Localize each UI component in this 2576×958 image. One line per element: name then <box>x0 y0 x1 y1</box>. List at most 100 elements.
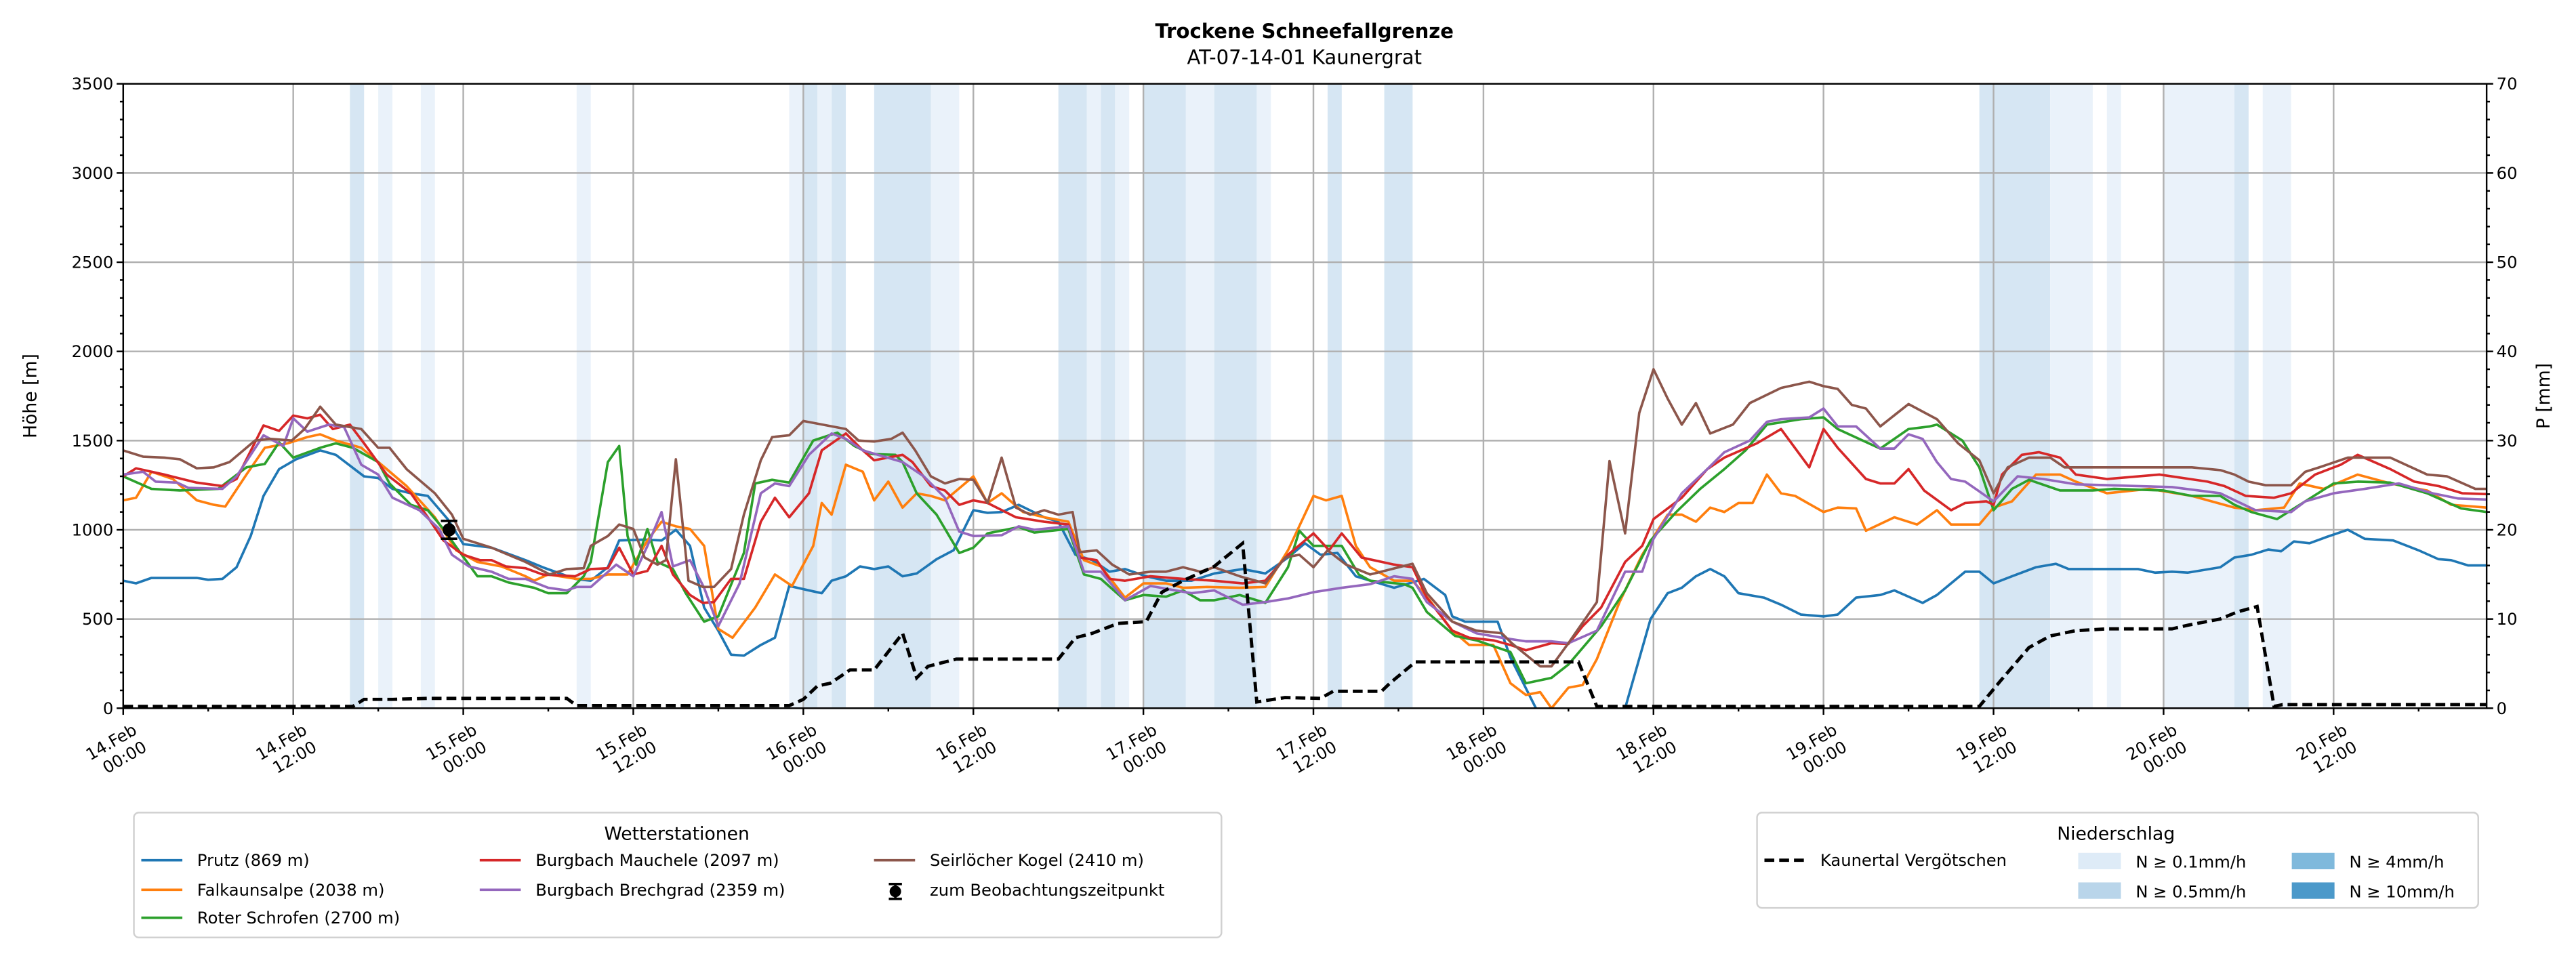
precip-band <box>931 83 960 709</box>
legend-precip: Niederschlag Kaunertal Vergötschen N ≥ 0.… <box>1756 812 2479 909</box>
legend-item-precip-line: Kaunertal Vergötschen <box>1764 850 2007 870</box>
precip-band <box>2163 83 2234 709</box>
y-right-tick-label: 40 <box>2497 341 2518 361</box>
precip-band <box>1101 83 1116 709</box>
y-axis-right-label: P [mm] <box>2533 363 2554 429</box>
legend-swatch <box>2291 882 2335 899</box>
y-tick-label: 1500 <box>72 431 114 451</box>
precip-band <box>1058 83 1087 709</box>
series-line-3 <box>123 413 2487 652</box>
legend-item-station: Prutz (869 m) <box>141 850 310 870</box>
precip-band <box>2262 83 2291 709</box>
precip-band <box>2234 83 2249 709</box>
legend-swatch <box>2078 882 2121 899</box>
y-tick-label: 1000 <box>72 520 114 539</box>
axes: 0 500 1000 1500 2000 2500 3000 3500 0 10 20 30 40 50 6… <box>72 74 2518 777</box>
legend-item-precip-class: N ≥ 4mm/h <box>2291 852 2444 872</box>
legend-item-station: Roter Schrofen (2700 m) <box>141 908 400 928</box>
plot-frame <box>122 83 2488 709</box>
legend-label: Seirlöcher Kogel (2410 m) <box>930 850 1144 870</box>
precip-band <box>350 83 365 709</box>
precip-band <box>832 83 846 709</box>
legend-label: Prutz (869 m) <box>197 850 310 870</box>
precip-band <box>1327 83 1342 709</box>
precip-band <box>2106 83 2121 709</box>
legend-label: Falkaunsalpe (2038 m) <box>197 880 385 900</box>
precipitation-line <box>123 540 2487 709</box>
legend-item-station: Seirlöcher Kogel (2410 m) <box>874 850 1144 870</box>
chart-subtitle: AT-07-14-01 Kaunergrat <box>1187 46 1422 69</box>
legend-label: Burgbach Mauchele (2097 m) <box>535 850 779 870</box>
station-lines <box>123 368 2487 709</box>
precip-band <box>1979 83 2051 709</box>
y-axis-label: Höhe [m] <box>20 354 41 438</box>
y-right-tick-label: 50 <box>2497 253 2518 272</box>
observation-marker <box>441 520 457 540</box>
y-right-tick-label: 20 <box>2497 520 2518 539</box>
precip-band <box>576 83 591 709</box>
y-tick-label: 3000 <box>72 163 114 183</box>
legend-stations: Wetterstationen Prutz (869 m) Falkaunsalp… <box>133 812 1223 938</box>
y-right-tick-label: 0 <box>2497 699 2507 718</box>
series-line-0 <box>123 449 2487 709</box>
y-right-tick-label: 70 <box>2497 74 2518 93</box>
precip-band <box>817 83 832 709</box>
precip-band <box>1185 83 1214 709</box>
legend-item-precip-class: N ≥ 10mm/h <box>2291 881 2455 901</box>
series-line-1 <box>123 433 2487 709</box>
precip-band <box>2050 83 2093 709</box>
series-line-2 <box>123 416 2487 685</box>
precip-band <box>1143 83 1186 709</box>
legend-label: Burgbach Brechgrad (2359 m) <box>535 880 785 900</box>
legend-label: zum Beobachtungszeitpunkt <box>930 880 1164 900</box>
y-tick-label: 3500 <box>72 74 114 93</box>
y-tick-label: 0 <box>103 699 113 718</box>
precip-dashed-line <box>123 540 2487 709</box>
precip-band <box>789 83 804 709</box>
legend-item-station: Burgbach Brechgrad (2359 m) <box>479 880 785 900</box>
legend-label: N ≥ 4mm/h <box>2349 852 2444 872</box>
legend-label: N ≥ 10mm/h <box>2349 881 2454 901</box>
y-tick-label: 2000 <box>72 341 114 361</box>
series-line-5 <box>123 368 2487 668</box>
legend-label: N ≥ 0.1mm/h <box>2135 852 2246 872</box>
y-tick-label: 500 <box>82 609 113 629</box>
chart-title: Trockene Schneefallgrenze <box>1156 20 1454 43</box>
precipitation-bands <box>350 83 2291 709</box>
legend-precip-title: Niederschlag <box>2057 823 2175 844</box>
y-right-tick-label: 30 <box>2497 431 2518 451</box>
gridlines <box>122 83 2487 709</box>
legend-item-precip-class: N ≥ 0.1mm/h <box>2078 852 2246 872</box>
precip-band <box>378 83 393 709</box>
legend-stations-title: Wetterstationen <box>605 823 750 844</box>
precip-band <box>1384 83 1413 709</box>
legend-label: Kaunertal Vergötschen <box>1820 850 2007 870</box>
y-tick-label: 2500 <box>72 253 114 272</box>
legend-label: N ≥ 0.5mm/h <box>2135 881 2246 901</box>
legend-item-station: Burgbach Mauchele (2097 m) <box>479 850 779 870</box>
y-right-tick-label: 60 <box>2497 163 2518 183</box>
observation-point <box>442 523 456 537</box>
series-line-4 <box>123 407 2487 645</box>
legend-swatch <box>2291 852 2335 870</box>
y-right-tick-label: 10 <box>2497 609 2518 629</box>
legend-label: Roter Schrofen (2700 m) <box>197 908 400 928</box>
precip-band <box>1256 83 1271 709</box>
precip-band <box>1086 83 1101 709</box>
legend-item-station: Falkaunsalpe (2038 m) <box>141 880 384 900</box>
